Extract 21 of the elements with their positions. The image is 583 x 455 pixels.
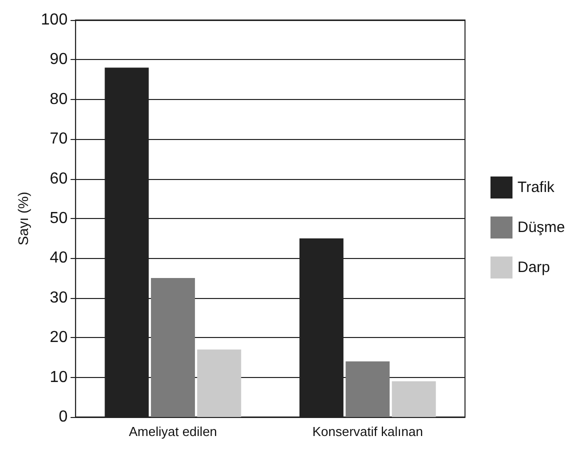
x-tick-label: Ameliyat edilen [128, 424, 218, 439]
bar [392, 381, 436, 417]
bar [150, 278, 195, 417]
y-tick-label: 10 [50, 368, 68, 386]
y-tick-label: 20 [50, 329, 68, 346]
y-tick-label: 100 [40, 12, 68, 28]
legend-label: Trafik [517, 179, 555, 196]
bar [197, 350, 242, 417]
y-tick-label: 60 [50, 170, 68, 188]
y-tick-label: 0 [58, 408, 68, 426]
y-axis-title: Sayı (%) [15, 192, 31, 246]
y-tick-label: 90 [50, 51, 68, 68]
x-tick-label: Konservatif kalınan [312, 424, 423, 439]
y-tick-label: 70 [50, 130, 68, 148]
y-tick-label: 40 [50, 250, 68, 267]
legend-label: Düşme [517, 219, 566, 236]
legend-label: Darp [517, 259, 550, 276]
y-tick-label: 80 [50, 90, 68, 108]
bar [346, 361, 390, 417]
y-tick-label: 50 [50, 210, 68, 227]
y-tick-label: 30 [50, 289, 68, 306]
